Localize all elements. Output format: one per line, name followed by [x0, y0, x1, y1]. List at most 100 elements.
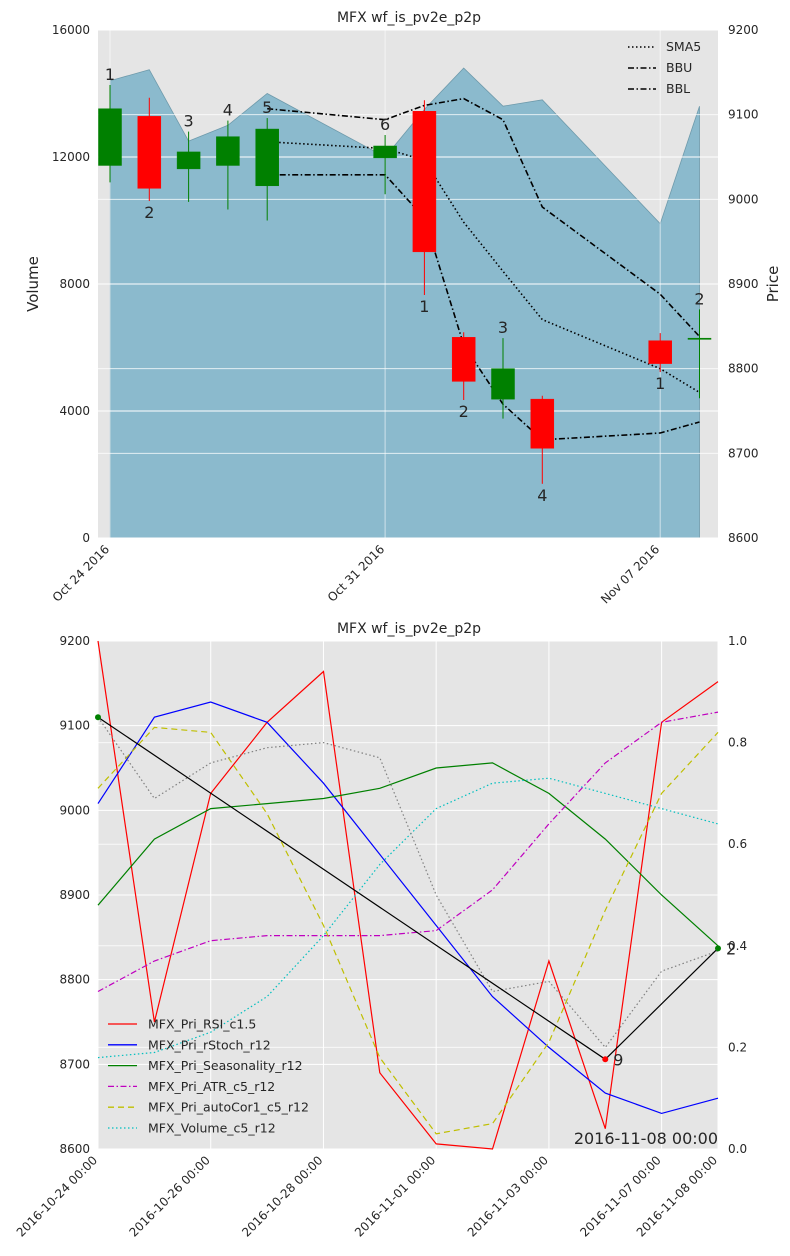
- series-line-bbu: [267, 97, 701, 338]
- bottom-legend: MFX_Pri_RSI_c1.5 MFX_Pri_rStoch_r12 MFX_Pr…: [108, 1017, 309, 1136]
- series-line: [97, 701, 719, 1115]
- tick-label-date: 2016-10-24 00:00: [14, 1153, 100, 1239]
- series-line: [97, 640, 719, 1150]
- tick-label-date: 2016-10-28 00:00: [239, 1153, 325, 1239]
- series-line: [97, 711, 719, 993]
- top-left-axis-label: Volume: [24, 256, 42, 312]
- tick-label-date: 2016-11-01 00:00: [352, 1153, 438, 1239]
- candle-body: [491, 368, 515, 400]
- top-chart: MFX wf_is_pv2e_p2p 1 2 3 4 5 6 1 2 3 4 1 2 0 4000 800…: [24, 10, 782, 606]
- tick-label-price: 8700: [728, 446, 759, 460]
- legend-label: MFX_Volume_c5_r12: [148, 1121, 276, 1136]
- tick-label-volume: 8000: [59, 277, 90, 291]
- tick-label-value: 0.0: [728, 1142, 747, 1156]
- series-line-bbl: [267, 174, 700, 441]
- top-gridlines: [98, 29, 718, 539]
- legend-label: BBL: [666, 81, 690, 96]
- candle-body: [687, 337, 712, 340]
- zigzag-point: [95, 714, 101, 721]
- candle-labels: 1 2 3 4 5 6 1 2 3 4 1 2: [105, 65, 705, 505]
- top-legend: SMA5 BBU BBL: [628, 39, 701, 96]
- candle-label: 2: [459, 402, 469, 421]
- candle-label: 1: [419, 297, 429, 316]
- tick-label-price: 9100: [728, 108, 759, 122]
- candle-body: [216, 136, 240, 166]
- candle-body: [176, 151, 201, 170]
- tick-label-date: 2016-11-03 00:00: [465, 1153, 551, 1239]
- tick-label-volume: 0: [82, 531, 90, 545]
- tick-label-value: 0.6: [728, 837, 747, 851]
- series-line: [97, 716, 719, 1049]
- candle-label: 2: [144, 203, 154, 222]
- tick-label-volume: 12000: [52, 150, 90, 164]
- legend-label: SMA5: [666, 39, 701, 54]
- tick-label-value: 0.2: [728, 1040, 747, 1054]
- candle-label: 4: [537, 486, 547, 505]
- tick-label-volume: 16000: [52, 23, 90, 37]
- candle-body: [255, 128, 279, 187]
- zigzag-line: 92: [95, 714, 736, 1069]
- tick-label-date: Oct 24 2016: [50, 542, 112, 604]
- tick-label-date: 2016-10-26 00:00: [126, 1153, 212, 1239]
- tick-label-price: 8600: [59, 1142, 90, 1156]
- legend-label: MFX_Pri_Seasonality_r12: [148, 1058, 303, 1073]
- bottom-gridlines: [97, 640, 719, 1150]
- zigzag-point: [715, 945, 721, 952]
- legend-label: MFX_Pri_autoCor1_c5_r12: [148, 1100, 309, 1115]
- tick-label-price: 8800: [59, 973, 90, 987]
- top-left-axis-ticks: 0 4000 8000 12000 16000: [52, 23, 90, 545]
- zigzag-point: [602, 1056, 609, 1063]
- bottom-x-axis-ticks: 2016-10-24 00:00 2016-10-26 00:00 2016-10-…: [14, 1153, 720, 1239]
- legend-label: BBU: [666, 60, 692, 75]
- tick-label-price: 9000: [728, 192, 759, 206]
- tick-label-price: 8800: [728, 362, 759, 376]
- legend-label: MFX_Pri_RSI_c1.5: [148, 1017, 256, 1032]
- bottom-right-axis-ticks: 0.0 0.2 0.4 0.6 0.8 1.0: [728, 634, 747, 1156]
- candle-body: [451, 337, 476, 382]
- bottom-left-axis-ticks: 8600 8700 8800 8900 9000 9100 9200: [59, 634, 90, 1156]
- candle-body: [530, 398, 555, 449]
- bottom-chart: MFX wf_is_pv2e_p2p 92 860087008800890090…: [14, 621, 747, 1240]
- top-right-axis-ticks: 8600 8700 8800 8900 9000 9100 9200: [728, 23, 759, 545]
- candle-body: [137, 116, 162, 189]
- tick-label-value: 0.8: [728, 736, 747, 750]
- candle-label: 1: [655, 374, 665, 393]
- top-right-axis-label: Price: [764, 266, 782, 303]
- top-chart-title: MFX wf_is_pv2e_p2p: [337, 10, 481, 26]
- candle-body: [98, 108, 122, 166]
- tick-label-price: 8700: [59, 1057, 90, 1071]
- series-line: [97, 726, 719, 1135]
- candle-label: 6: [380, 115, 390, 134]
- tick-label-price: 8900: [59, 888, 90, 902]
- tick-label-price: 9200: [59, 634, 90, 648]
- candle-label: 3: [498, 318, 508, 337]
- tick-label-price: 8600: [728, 531, 759, 545]
- candle-label: 4: [223, 101, 233, 120]
- tick-label-date: Oct 31 2016: [325, 542, 387, 604]
- zigzag-label: 9: [613, 1050, 623, 1069]
- candle-body: [373, 145, 397, 159]
- top-x-axis-ticks: Oct 24 2016 Oct 31 2016 Nov 07 2016: [50, 542, 663, 606]
- tick-label-date: Nov 07 2016: [598, 542, 662, 606]
- candlesticks: [98, 85, 712, 484]
- tick-label-price: 8900: [728, 277, 759, 291]
- legend-label: MFX_Pri_ATR_c5_r12: [148, 1079, 275, 1094]
- zigzag-label: 2: [726, 939, 736, 958]
- tick-label-value: 1.0: [728, 634, 747, 648]
- candle-label: 5: [262, 98, 272, 117]
- candle-label: 3: [184, 112, 194, 131]
- indicator-series: [97, 640, 719, 1150]
- candle-label: 1: [105, 65, 115, 84]
- series-line: [97, 762, 719, 947]
- tick-label-value: 0.4: [728, 939, 747, 953]
- candle-label: 2: [694, 289, 704, 308]
- legend-label: MFX_Pri_rStoch_r12: [148, 1037, 271, 1052]
- date-annotation: 2016-11-08 00:00: [574, 1129, 718, 1148]
- series-line: [97, 777, 719, 1059]
- tick-label-price: 9100: [59, 719, 90, 733]
- tick-label-price: 9000: [59, 803, 90, 817]
- bottom-chart-title: MFX wf_is_pv2e_p2p: [337, 621, 481, 637]
- tick-label-volume: 4000: [59, 404, 90, 418]
- candle-body: [648, 340, 672, 364]
